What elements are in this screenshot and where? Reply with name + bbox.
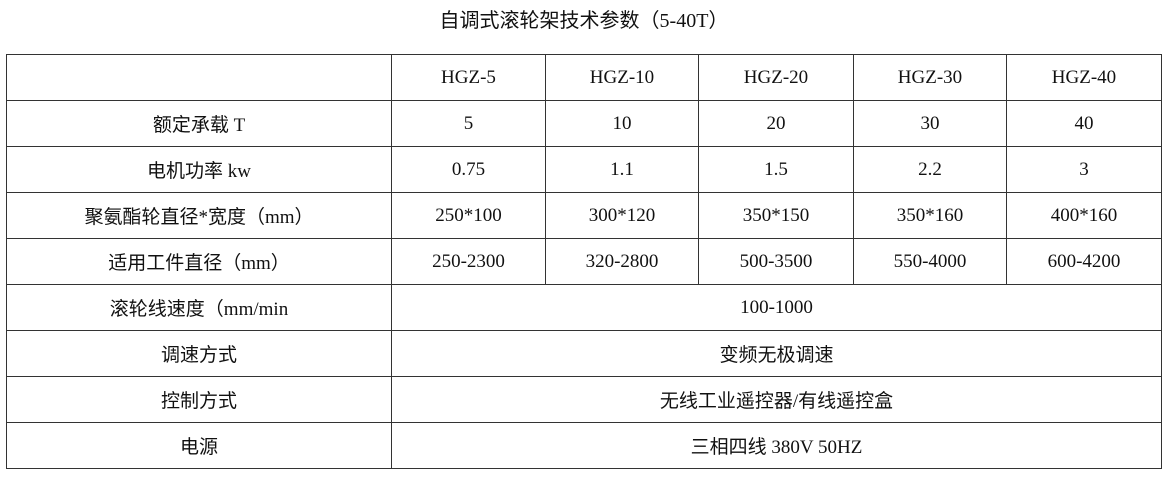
value-cell: 20 — [698, 100, 854, 147]
value-cell: 400*160 — [1006, 192, 1162, 239]
row-label: 控制方式 — [6, 376, 392, 423]
table-row: 聚氨酯轮直径*宽度（mm） 250*100 300*120 350*150 350*16… — [6, 192, 1162, 239]
value-cell: 250-2300 — [391, 238, 546, 285]
table-row: 滚轮线速度（mm/min 100-1000 — [6, 284, 1162, 331]
row-label: 电源 — [6, 422, 392, 469]
value-cell: 250*100 — [391, 192, 546, 239]
table-row: 电机功率 kw 0.75 1.1 1.5 2.2 3 — [6, 146, 1162, 193]
value-cell: 2.2 — [853, 146, 1007, 193]
row-label: 电机功率 kw — [6, 146, 392, 193]
value-cell: 1.5 — [698, 146, 854, 193]
merged-value-cell: 100-1000 — [391, 284, 1162, 331]
value-cell: 320-2800 — [545, 238, 699, 285]
value-cell: 350*150 — [698, 192, 854, 239]
value-cell: 5 — [391, 100, 546, 147]
table-row: 电源 三相四线 380V 50HZ — [6, 422, 1162, 469]
header-cell — [6, 54, 392, 101]
merged-value-cell: 变频无极调速 — [391, 330, 1162, 377]
value-cell: 0.75 — [391, 146, 546, 193]
table-row: 适用工件直径（mm） 250-2300 320-2800 500-3500 550-40… — [6, 238, 1162, 285]
value-cell: 10 — [545, 100, 699, 147]
value-cell: 550-4000 — [853, 238, 1007, 285]
value-cell: 350*160 — [853, 192, 1007, 239]
value-cell: 300*120 — [545, 192, 699, 239]
header-cell: HGZ-30 — [853, 54, 1007, 101]
value-cell: 1.1 — [545, 146, 699, 193]
value-cell: 30 — [853, 100, 1007, 147]
header-cell: HGZ-5 — [391, 54, 546, 101]
spec-table: HGZ-5 HGZ-10 HGZ-20 HGZ-30 HGZ-40 额定承载 T… — [6, 54, 1162, 469]
row-label: 调速方式 — [6, 330, 392, 377]
merged-value-cell: 三相四线 380V 50HZ — [391, 422, 1162, 469]
merged-value-cell: 无线工业遥控器/有线遥控盒 — [391, 376, 1162, 423]
value-cell: 600-4200 — [1006, 238, 1162, 285]
table-row: 额定承载 T 5 10 20 30 40 — [6, 100, 1162, 147]
header-cell: HGZ-20 — [698, 54, 854, 101]
header-cell: HGZ-40 — [1006, 54, 1162, 101]
row-label: 聚氨酯轮直径*宽度（mm） — [6, 192, 392, 239]
row-label: 适用工件直径（mm） — [6, 238, 392, 285]
header-cell: HGZ-10 — [545, 54, 699, 101]
value-cell: 3 — [1006, 146, 1162, 193]
document-title: 自调式滚轮架技术参数（5-40T） — [439, 10, 729, 32]
row-label: 滚轮线速度（mm/min — [6, 284, 392, 331]
header-row: HGZ-5 HGZ-10 HGZ-20 HGZ-30 HGZ-40 — [6, 54, 1162, 101]
table-row: 调速方式 变频无极调速 — [6, 330, 1162, 377]
value-cell: 500-3500 — [698, 238, 854, 285]
row-label: 额定承载 T — [6, 100, 392, 147]
table-row: 控制方式 无线工业遥控器/有线遥控盒 — [6, 376, 1162, 423]
value-cell: 40 — [1006, 100, 1162, 147]
